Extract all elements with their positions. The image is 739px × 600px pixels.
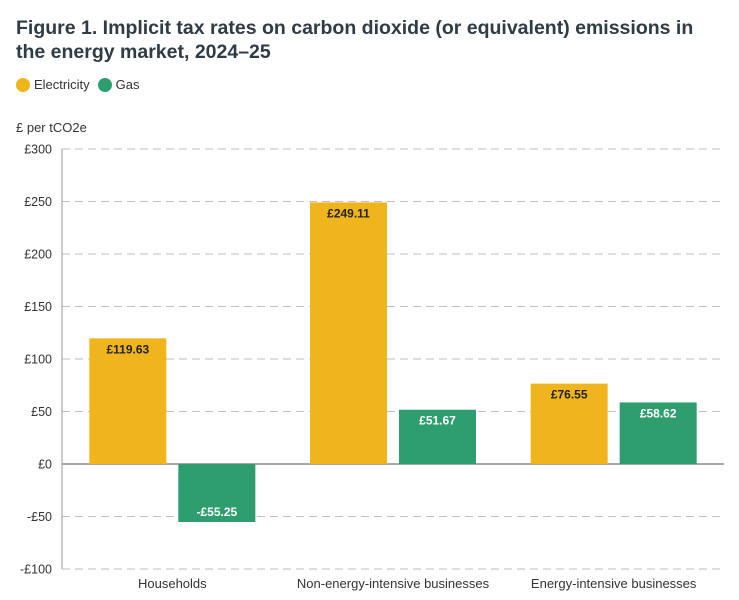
data-label: £76.55 (551, 388, 588, 402)
bar-electricity (89, 338, 167, 464)
y-tick-label: £50 (31, 405, 52, 419)
data-label: £119.63 (106, 342, 149, 356)
y-tick-label: £0 (38, 458, 52, 472)
data-label: -£55.25 (196, 505, 237, 519)
bar-gas (399, 409, 476, 464)
legend-item-gas: Gas (97, 77, 140, 92)
x-category-label: Households (138, 576, 207, 591)
y-tick-label: £300 (24, 143, 52, 157)
legend-swatch-gas (97, 77, 112, 92)
legend-label-electricity: Electricity (34, 77, 90, 92)
y-tick-label: -£100 (20, 563, 52, 577)
bar-gas (619, 402, 697, 464)
y-tick-label: £150 (24, 300, 52, 314)
bar-electricity (310, 202, 387, 464)
y-axis-unit-label: £ per tCO2e (16, 120, 87, 135)
bar-electricity (530, 383, 608, 464)
bar-gas (178, 464, 256, 523)
y-tick-label: £250 (24, 195, 52, 209)
y-tick-label: £100 (24, 353, 52, 367)
data-label: £51.67 (419, 414, 456, 428)
y-tick-label: -£50 (27, 510, 52, 524)
data-label: £249.11 (327, 206, 370, 220)
data-label: £58.62 (640, 406, 677, 420)
legend-label-gas: Gas (115, 77, 140, 92)
legend-swatch-electricity (16, 77, 30, 92)
legend: Electricity Gas (16, 77, 139, 92)
x-category-label: Energy-intensive businesses (531, 576, 697, 591)
y-tick-label: £200 (24, 248, 52, 262)
x-category-label: Non-energy-intensive businesses (297, 576, 490, 591)
chart-title: Figure 1. Implicit tax rates on carbon d… (16, 17, 694, 63)
legend-item-electricity: Electricity (16, 77, 90, 92)
